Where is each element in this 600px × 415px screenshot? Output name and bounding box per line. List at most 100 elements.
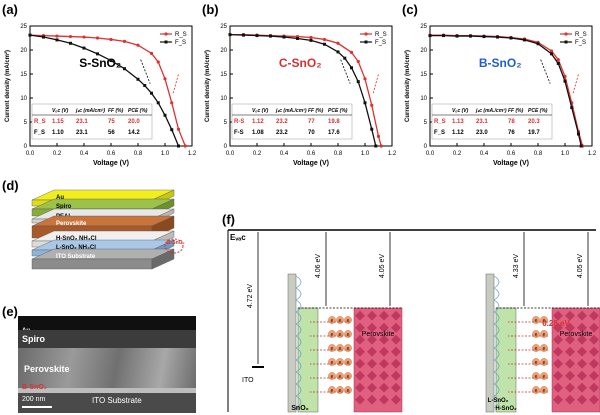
scan-arrow (572, 73, 579, 94)
perovskite-label: Perovskite (560, 331, 593, 338)
perovskite-energy: 4.05 eV (577, 254, 584, 278)
data-point (336, 50, 340, 54)
data-point (177, 144, 180, 148)
panel-label-b: (b) (202, 2, 219, 17)
etl-energy: 4.06 eV (315, 254, 322, 278)
panel-label-d: (d) (2, 178, 19, 193)
table-header: FF (%) (308, 108, 324, 114)
electron-label: e (331, 374, 334, 380)
sem-scale-label: 200 nm (22, 396, 46, 403)
data-point (309, 38, 313, 42)
data-point (136, 77, 140, 81)
perovskite-pattern (553, 334, 563, 345)
data-point (296, 36, 299, 40)
perovskite-pattern (379, 346, 389, 357)
data-point (549, 49, 554, 53)
electron (532, 316, 540, 324)
table-cell: R_S (434, 119, 446, 125)
interface-scallop (493, 359, 500, 373)
data-point (123, 67, 126, 71)
table-cell: 23.1 (76, 130, 88, 136)
perovskite-pattern (367, 358, 377, 369)
perovskite-pattern (565, 370, 575, 381)
table-header: PCE (%) (128, 108, 148, 114)
electron-label: e (331, 388, 334, 394)
table-header: PCE (%) (528, 108, 548, 114)
perovskite-pattern (553, 394, 563, 405)
data-point (55, 34, 59, 38)
interface-scallop (493, 323, 500, 337)
perovskite-pattern (589, 394, 599, 405)
data-point (170, 128, 174, 132)
electrode-bar (485, 273, 495, 413)
x-axis-label: Voltage (V) (493, 160, 529, 167)
data-point (370, 103, 374, 107)
electron-label: e (535, 332, 538, 338)
table-cell: 1.12 (452, 130, 464, 136)
electron-label: e (543, 332, 546, 338)
electron (540, 316, 548, 324)
data-point (563, 79, 567, 83)
chart-title: C-SnO₂ (279, 56, 322, 70)
perovskite-pattern (565, 358, 575, 369)
interface-scallop (295, 335, 302, 349)
x-tick-label: 0.2 (253, 151, 262, 157)
param-table (31, 103, 153, 140)
etl-layer (495, 307, 517, 413)
perovskite-pattern (577, 322, 587, 333)
table-header: Vₒc (V) (452, 108, 469, 114)
data-point (428, 34, 432, 38)
data-point (556, 58, 560, 62)
interface-scallop (295, 383, 302, 397)
scan-arrow (340, 59, 351, 84)
table-cell: F_S (34, 130, 45, 136)
data-point (556, 61, 560, 65)
sem-perovskite-layer (18, 348, 196, 388)
electron-label: e (339, 332, 342, 338)
perovskite-pattern (577, 346, 587, 357)
y-axis-label: Current density (mA/cm²) (4, 50, 11, 122)
electron (540, 386, 548, 394)
perovskite-pattern (367, 394, 377, 405)
legend-label: F_S (175, 40, 186, 46)
perovskite-pattern (577, 394, 587, 405)
device-stack-diagram: AuSpiroPEAIPerovskiteH-SnO₂ NH₄ClL-SnO₂ … (31, 189, 185, 270)
sem-label-ito: ITO Substrate (92, 396, 142, 405)
perovskite-pattern (553, 358, 563, 369)
interface-scallop (493, 383, 500, 397)
interface-scallop (493, 311, 500, 325)
table-cell: 70 (308, 130, 315, 136)
data-point (363, 101, 367, 105)
data-point (170, 101, 174, 105)
interface-scallop (493, 395, 500, 409)
etl-layer (297, 307, 319, 413)
perovskite-pattern (589, 334, 599, 345)
data-point (228, 33, 232, 37)
electron-label: e (339, 374, 342, 380)
layer-front (31, 258, 153, 270)
table-cell: R_S (34, 119, 46, 125)
data-point (482, 35, 486, 39)
table-cell: 75 (108, 119, 115, 125)
x-tick-label: 1.2 (588, 151, 597, 157)
interface-scallop (493, 299, 500, 313)
h-sno2-label: H-SnO₂ (495, 406, 517, 412)
data-point (255, 34, 259, 38)
x-axis-label: Voltage (V) (293, 160, 329, 167)
sem-label-spiro: Spiro (22, 334, 46, 344)
perovskite-pattern (391, 346, 401, 357)
inset-label: B-SnO₂ (167, 240, 185, 246)
perovskite-pattern (565, 382, 575, 393)
legend-marker (564, 40, 568, 44)
data-point (523, 38, 526, 42)
scan-arrow (140, 59, 151, 84)
data-point (577, 132, 580, 136)
electron-label: e (535, 374, 538, 380)
data-point (109, 37, 113, 42)
data-point (363, 77, 367, 81)
data-point (343, 56, 347, 60)
x-tick-label: 0.2 (453, 151, 462, 157)
perovskite-pattern (589, 382, 599, 393)
electron (328, 386, 336, 394)
perovskite-pattern (367, 382, 377, 393)
